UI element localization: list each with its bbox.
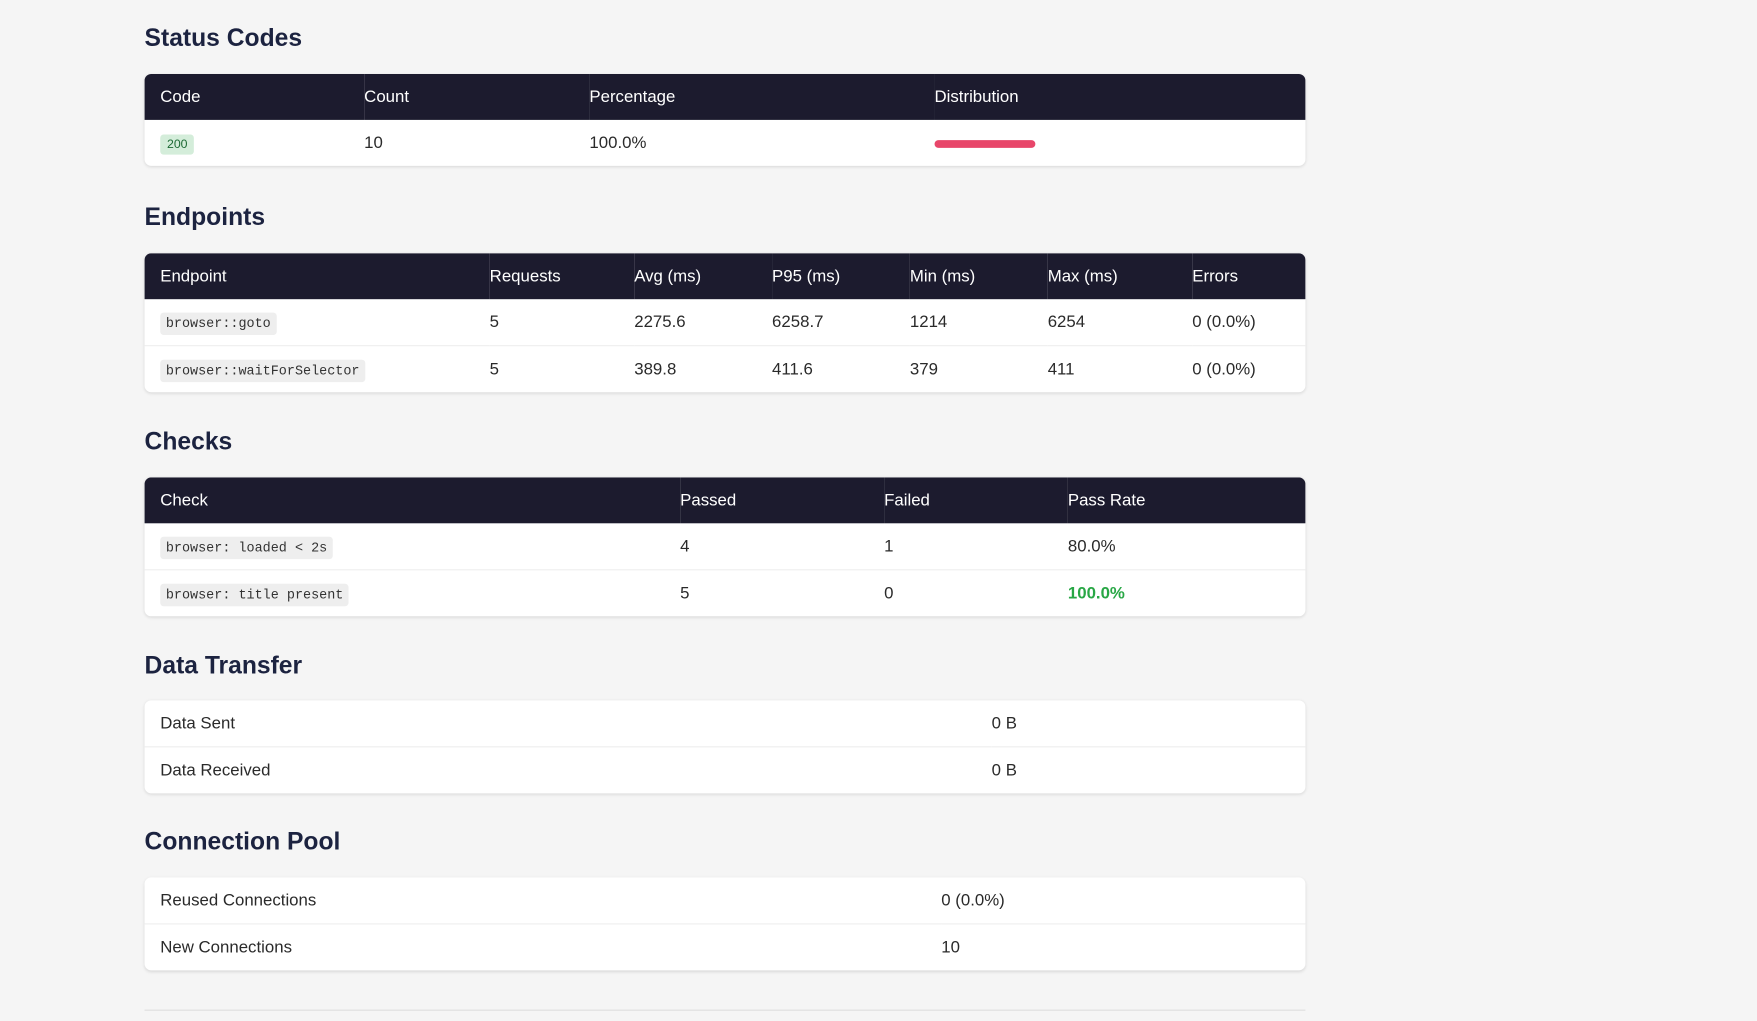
cell: Data Sent <box>160 713 235 733</box>
transfer-table: Data Sent 0 B Data Received 0 B <box>144 700 1306 794</box>
cell: 0 (0.0%) <box>941 890 1005 910</box>
cell: browser: title present <box>144 569 681 616</box>
cell: Data Received <box>144 746 992 793</box>
cell: 389.8 <box>634 345 773 392</box>
header-row: Code Count Percentage Distribution <box>144 73 1306 120</box>
row: Data Received 0 B <box>144 746 1306 793</box>
code-label: browser::goto <box>160 312 277 336</box>
row: browser: title present 5 0 100.0% <box>144 569 1306 616</box>
cell: 5 <box>489 312 500 332</box>
section-title: Connection Pool <box>144 826 341 855</box>
cell: 6258.7 <box>772 312 824 332</box>
header-row: Check Passed Failed Pass Rate <box>144 477 1306 524</box>
row: browser::waitForSelector 5 389.8 411.6 379 41… <box>144 345 1306 392</box>
pool-table: Reused Connections 0 (0.0%) New Connection… <box>144 877 1306 971</box>
cell: 200 <box>145 120 365 166</box>
cell: 100.0% <box>589 133 647 153</box>
cell: 1 <box>884 536 894 556</box>
cell: 0 (0.0%) <box>1192 345 1306 392</box>
cell: Reused Connections <box>160 890 317 910</box>
table-body: browser: loaded < 2s 4 1 80.0% browser: titl… <box>144 523 1306 616</box>
cell: 411.6 <box>772 345 910 392</box>
cell: 80.0% <box>1067 536 1116 556</box>
cell: New Connections <box>144 923 942 970</box>
cell: 0 (0.0%) <box>1192 312 1256 332</box>
cell: 379 <box>909 345 1048 392</box>
column-header: Check <box>144 477 681 524</box>
code-label: browser::waitForSelector <box>160 359 366 383</box>
column-header: Requests <box>489 253 635 300</box>
row: 200 10 100.0% <box>145 120 1306 166</box>
column-header: P95 (ms) <box>772 253 910 300</box>
cell <box>934 120 1306 166</box>
column-header: Max (ms) <box>1047 253 1193 300</box>
row: browser::goto 5 2275.6 6258.7 1214 6254 0 (0.0… <box>145 299 1306 345</box>
table-body: Reused Connections 0 (0.0%) New Connection… <box>144 877 1306 970</box>
distribution-bar <box>934 139 1036 148</box>
cell: 1214 <box>909 312 948 332</box>
column-header: Passed <box>680 477 885 524</box>
status-badge: 200 <box>160 134 195 155</box>
cell: 6254 <box>1047 312 1086 332</box>
checks-table: Check Passed Failed Pass Rate browser: loade… <box>144 477 1306 617</box>
cell: 5 <box>489 345 635 392</box>
column-header: Pass Rate <box>1067 477 1306 524</box>
cell: 4 <box>680 536 690 556</box>
row: Data Sent 0 B <box>145 700 1306 746</box>
section-title: Status Codes <box>144 23 303 52</box>
cell: browser::goto <box>145 299 490 345</box>
section-title: Endpoints <box>144 202 266 231</box>
code-label: browser: loaded < 2s <box>160 536 333 560</box>
row: browser: loaded < 2s 4 1 80.0% <box>145 523 1306 569</box>
column-header: Avg (ms) <box>634 253 773 300</box>
section-title: Checks <box>144 426 233 455</box>
cell: 5 <box>680 569 885 616</box>
code-label: browser: title present <box>160 583 349 607</box>
column-header: Min (ms) <box>909 253 1048 300</box>
divider <box>144 1009 1306 1011</box>
table-body: 200 10 100.0% <box>145 120 1306 166</box>
table-head: Check Passed Failed Pass Rate <box>144 477 1306 524</box>
row: Reused Connections 0 (0.0%) <box>145 877 1306 923</box>
column-header: Endpoint <box>144 253 490 300</box>
cell: browser: loaded < 2s <box>145 523 681 569</box>
status-table: Code Count Percentage Distribution 200 10 100.… <box>144 73 1306 166</box>
table-head: Code Count Percentage Distribution <box>144 73 1306 120</box>
cell: 10 <box>364 133 383 153</box>
column-header: Count <box>364 73 590 120</box>
column-header: Code <box>144 73 365 120</box>
column-header: Percentage <box>589 73 935 120</box>
cell: 2275.6 <box>634 312 686 332</box>
cell: 0 <box>884 569 1068 616</box>
cell: 10 <box>941 923 1306 970</box>
endpoints-table: Endpoint Requests Avg (ms) P95 (ms) Min (ms)… <box>144 253 1306 393</box>
section-title: Data Transfer <box>144 651 303 680</box>
header-row: Endpoint Requests Avg (ms) P95 (ms) Min (ms)… <box>144 253 1306 300</box>
cell: browser::waitForSelector <box>144 345 490 392</box>
row: New Connections 10 <box>144 923 1306 970</box>
cell: 100.0% <box>1067 569 1306 616</box>
cell: 0 B <box>991 713 1017 733</box>
cell: 411 <box>1047 345 1193 392</box>
column-header: Errors <box>1192 253 1306 300</box>
column-header: Failed <box>884 477 1068 524</box>
cell: 0 B <box>991 746 1306 793</box>
table-body: Data Sent 0 B Data Received 0 B <box>144 700 1306 793</box>
table-body: browser::goto 5 2275.6 6258.7 1214 6254 0 (0.0… <box>144 299 1306 392</box>
column-header: Distribution <box>934 73 1306 120</box>
table-head: Endpoint Requests Avg (ms) P95 (ms) Min (ms)… <box>144 253 1306 300</box>
